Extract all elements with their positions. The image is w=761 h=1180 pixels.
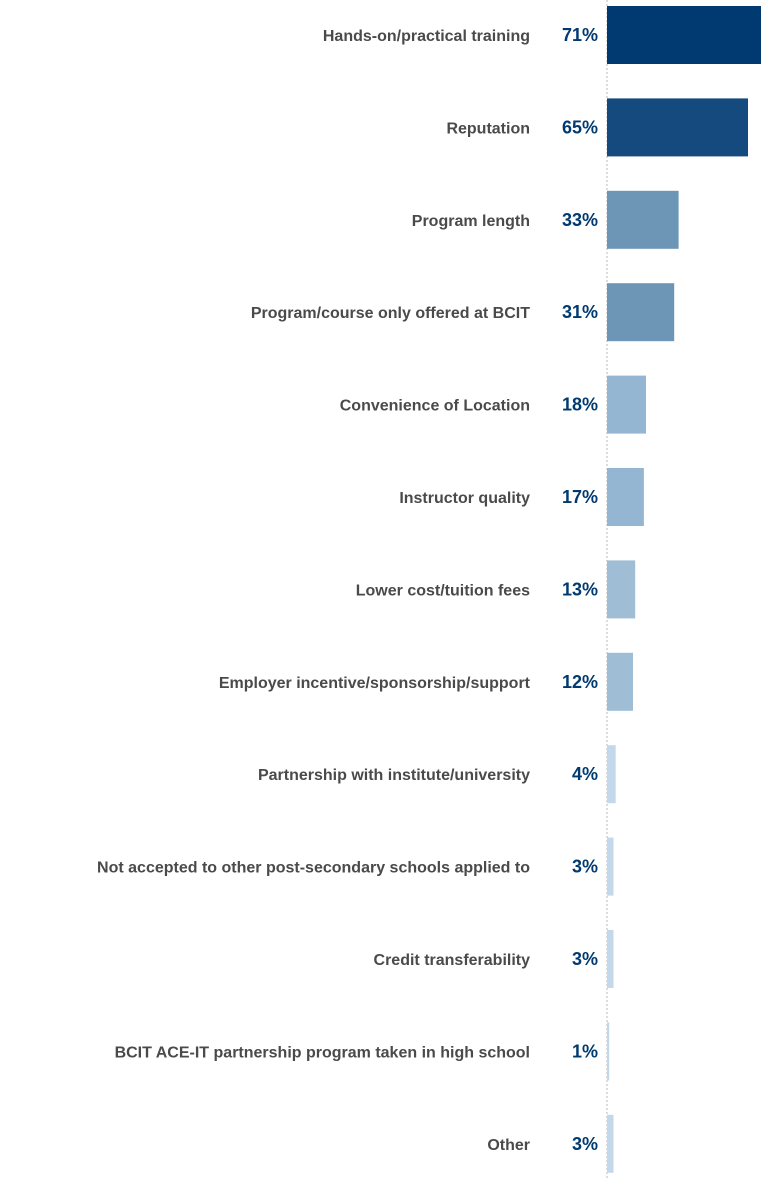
bar — [607, 468, 644, 526]
value-label: 13% — [562, 579, 598, 599]
value-label: 17% — [562, 487, 598, 507]
value-label: 18% — [562, 395, 598, 415]
category-label: Partnership with institute/university — [258, 767, 530, 784]
category-label: Instructor quality — [399, 490, 530, 507]
bar — [607, 837, 614, 896]
value-label: 4% — [572, 764, 598, 784]
bar — [607, 375, 646, 434]
bar — [607, 930, 614, 988]
value-label: 3% — [572, 1134, 598, 1154]
bar — [607, 1022, 610, 1081]
value-label: 1% — [572, 1041, 598, 1061]
value-label: 31% — [562, 302, 598, 322]
category-label: Not accepted to other post-secondary sch… — [97, 860, 530, 877]
category-label: Program/course only offered at BCIT — [251, 305, 530, 322]
bar — [607, 560, 636, 619]
category-label: Credit transferability — [374, 952, 531, 969]
category-label: Reputation — [446, 120, 530, 137]
value-label: 3% — [572, 949, 598, 969]
bar — [607, 6, 761, 64]
category-label: Other — [487, 1137, 530, 1154]
value-label: 3% — [572, 857, 598, 877]
bar — [607, 745, 616, 804]
value-label: 65% — [562, 117, 598, 137]
bar — [607, 652, 633, 711]
category-label: Program length — [412, 213, 530, 230]
value-label: 33% — [562, 210, 598, 230]
value-label: 71% — [562, 25, 598, 45]
value-label: 12% — [562, 672, 598, 692]
bar — [607, 190, 679, 249]
category-label: Convenience of Location — [340, 398, 530, 415]
bar — [607, 1114, 614, 1173]
category-label: Employer incentive/sponsorship/support — [219, 675, 531, 692]
category-label: Hands-on/practical training — [323, 28, 530, 45]
category-label: BCIT ACE-IT partnership program taken in… — [115, 1044, 530, 1061]
category-label: Lower cost/tuition fees — [356, 582, 530, 599]
bar — [607, 283, 675, 342]
bar — [607, 98, 748, 157]
